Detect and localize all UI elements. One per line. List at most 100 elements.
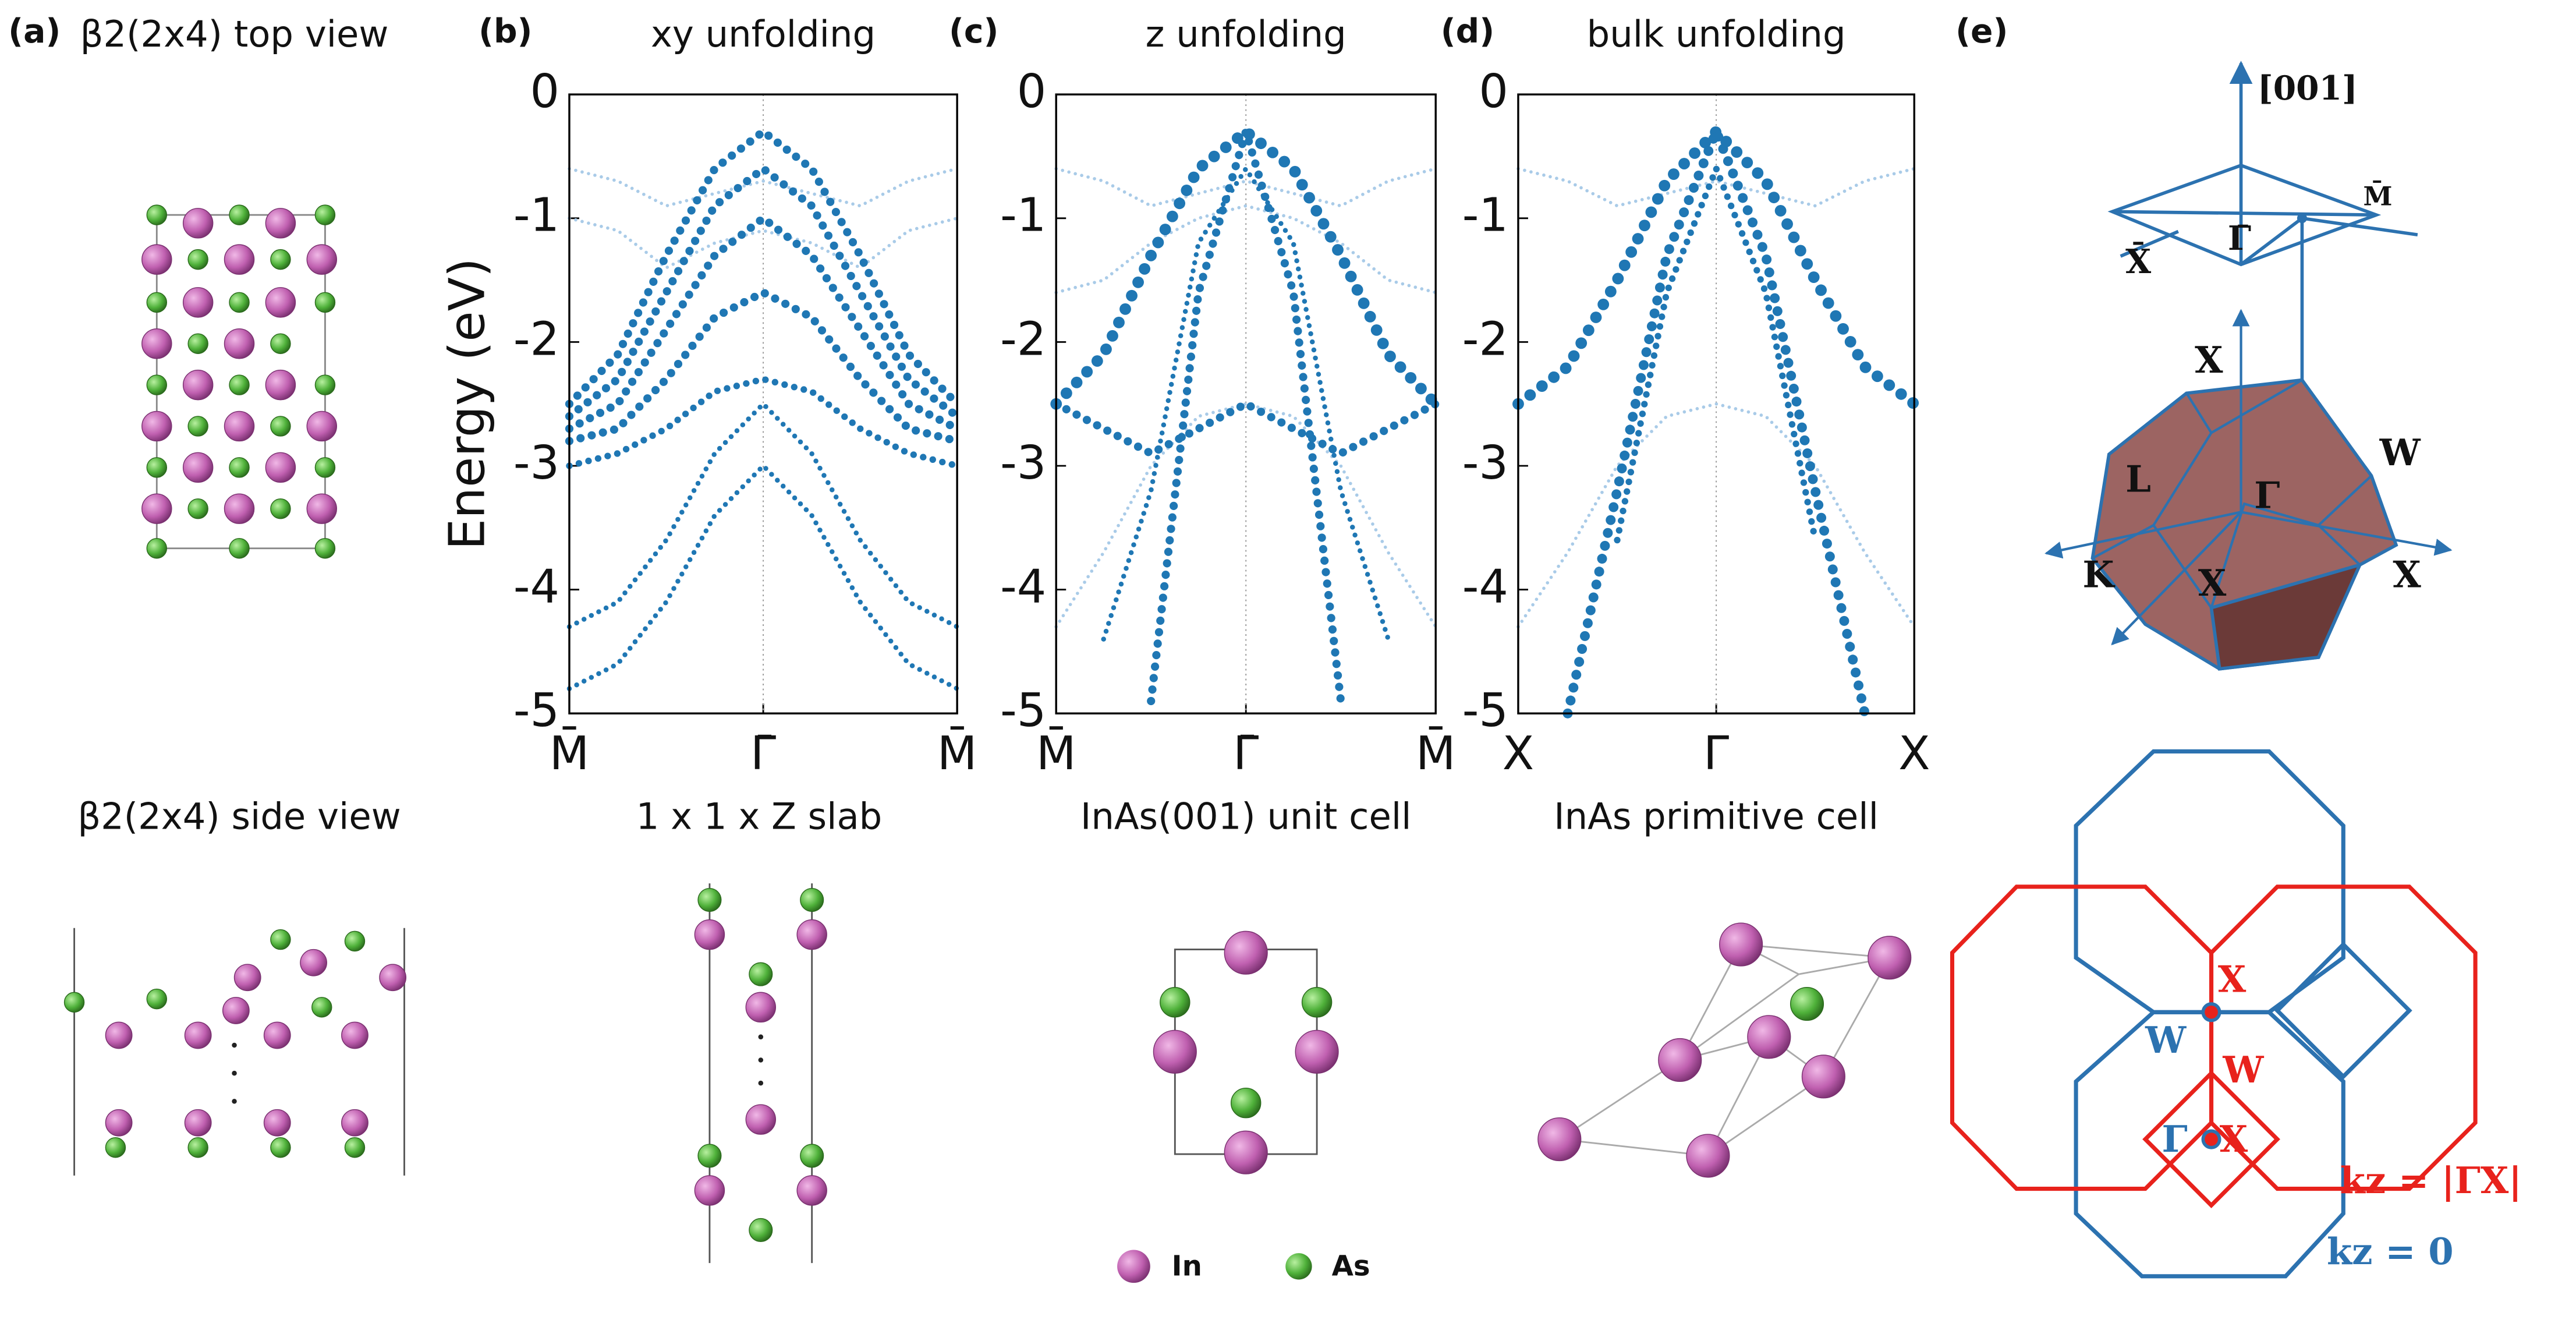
in-atom bbox=[796, 1175, 827, 1206]
y-tick-label: 0 bbox=[1479, 64, 1508, 118]
as-atom bbox=[270, 1137, 291, 1158]
y-tick-label: -5 bbox=[1000, 683, 1046, 737]
blue-octagon bbox=[2074, 1010, 2345, 1279]
in-atom bbox=[263, 1021, 291, 1049]
in-atom bbox=[1295, 1029, 1339, 1074]
panel-label: (b) bbox=[479, 12, 532, 51]
ellipsis-dot bbox=[758, 1034, 764, 1040]
kz-label: kz = 0 bbox=[2327, 1230, 2454, 1273]
as-atom bbox=[270, 929, 291, 950]
in-atom bbox=[300, 949, 327, 976]
in-atom bbox=[105, 1021, 133, 1049]
in-atom bbox=[1658, 1038, 1702, 1082]
x-tick-label: M̄ bbox=[1036, 726, 1076, 780]
in-atom bbox=[379, 964, 407, 992]
y-tick-label: -3 bbox=[1462, 436, 1508, 490]
in-atom bbox=[1747, 1015, 1791, 1059]
point-label: Γ bbox=[2162, 1117, 2187, 1160]
point-label: W bbox=[2379, 431, 2421, 474]
band bbox=[568, 167, 959, 208]
as-atom bbox=[146, 374, 168, 395]
point-label: Γ bbox=[2254, 474, 2280, 517]
chart-title: bulk unfolding bbox=[1587, 13, 1846, 55]
as-atom bbox=[270, 249, 291, 270]
point bbox=[2201, 1129, 2221, 1149]
in-atom bbox=[182, 369, 214, 401]
in-atom bbox=[694, 1175, 725, 1206]
as-atom bbox=[270, 333, 291, 354]
legend-swatch bbox=[1117, 1250, 1150, 1283]
as-atom bbox=[229, 538, 250, 559]
panel-labels: (a) (b) (c) (d) (e) bbox=[8, 12, 2008, 51]
in-atom bbox=[694, 919, 725, 950]
as-atom bbox=[187, 249, 208, 270]
axis-arrow bbox=[2241, 511, 2453, 556]
in-atom bbox=[184, 1021, 212, 1049]
as-atom bbox=[146, 457, 168, 478]
in-atom bbox=[224, 328, 255, 359]
as-atom bbox=[314, 538, 336, 559]
in-atom bbox=[182, 208, 214, 239]
as-atom bbox=[697, 1144, 722, 1168]
in-atom bbox=[1537, 1117, 1582, 1162]
plot-frame bbox=[568, 93, 958, 714]
red-octagon bbox=[1950, 884, 2214, 1191]
in-atom bbox=[182, 287, 214, 318]
y-tick-label: -2 bbox=[1000, 312, 1046, 366]
in-atom bbox=[184, 1109, 212, 1137]
x-tick-label: M̄ bbox=[1416, 726, 1455, 780]
y-tick-label: -2 bbox=[1462, 312, 1508, 366]
band bbox=[1054, 204, 1438, 295]
band bbox=[1147, 116, 1345, 706]
as-atom bbox=[146, 292, 168, 313]
in-atom bbox=[224, 244, 255, 275]
point bbox=[2297, 213, 2307, 224]
as-atom bbox=[311, 997, 332, 1018]
in-atom bbox=[263, 1109, 291, 1137]
band bbox=[1614, 160, 1819, 544]
y-tick-label: -3 bbox=[1000, 436, 1046, 490]
as-atom bbox=[187, 498, 208, 519]
y-tick-label: -1 bbox=[1000, 188, 1046, 242]
caption: InAs(001) unit cell bbox=[1080, 795, 1412, 838]
point-label: X bbox=[2195, 338, 2223, 381]
point-label: M̄ bbox=[2363, 180, 2392, 211]
as-atom bbox=[63, 992, 85, 1013]
as-atom bbox=[314, 204, 336, 225]
as-atom bbox=[146, 538, 168, 559]
caption: β2(2x4) top view bbox=[80, 13, 389, 55]
caption: InAs primitive cell bbox=[1554, 795, 1879, 838]
in-atom bbox=[306, 244, 337, 275]
as-atom bbox=[187, 333, 208, 354]
axis-label: [001] bbox=[2258, 69, 2358, 108]
panel-label: (e) bbox=[1955, 12, 2008, 51]
in-atom bbox=[222, 997, 250, 1024]
in-atom bbox=[265, 208, 296, 239]
as-atom bbox=[187, 416, 208, 437]
y-tick-label: -3 bbox=[513, 436, 559, 490]
point-label: W bbox=[2145, 1018, 2187, 1062]
in-atom bbox=[141, 244, 172, 275]
band-chart: z unfolding M̄ Γ̄ M̄ 0 -1 -2 -3 -4 -5 bbox=[1000, 13, 1455, 780]
structures: In As bbox=[63, 204, 1912, 1283]
as-atom bbox=[229, 457, 250, 478]
ellipsis-dot bbox=[758, 1080, 764, 1086]
axis-arrow bbox=[2111, 511, 2242, 646]
band-chart: bulk unfolding X Γ X 0 -1 -2 -3 -4 -5 bbox=[1462, 13, 1930, 780]
in-atom bbox=[1801, 1055, 1845, 1099]
as-atom bbox=[1160, 987, 1190, 1018]
in-atom bbox=[745, 1104, 777, 1135]
band bbox=[565, 126, 962, 408]
as-atom bbox=[187, 1137, 208, 1158]
x-tick-label: X bbox=[1503, 726, 1534, 780]
panel-label: (c) bbox=[949, 12, 998, 51]
as-atom bbox=[270, 416, 291, 437]
as-atom bbox=[229, 292, 250, 313]
y-tick-label: 0 bbox=[1017, 64, 1047, 118]
caption: β2(2x4) side view bbox=[77, 795, 401, 838]
in-atom bbox=[224, 493, 255, 524]
as-atom bbox=[749, 1218, 773, 1243]
band bbox=[1054, 167, 1438, 208]
in-atom bbox=[265, 369, 296, 401]
